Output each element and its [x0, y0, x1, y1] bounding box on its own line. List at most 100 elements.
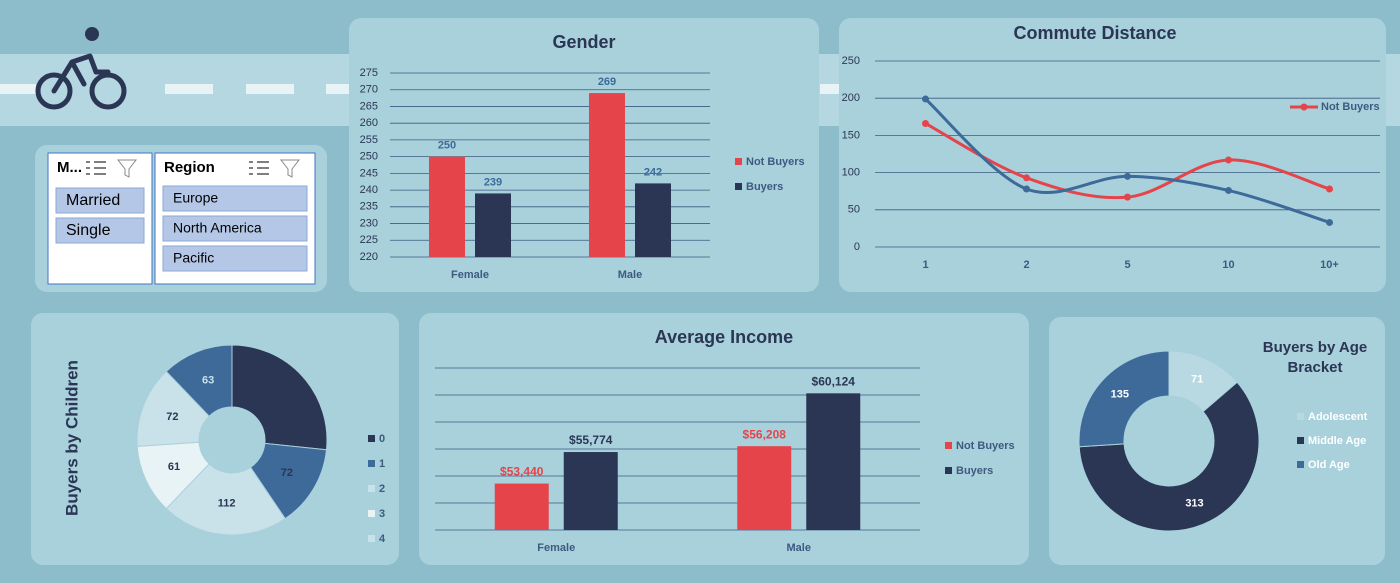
x-tick-label: Male: [618, 269, 642, 281]
legend-label: Buyers: [956, 465, 993, 477]
legend-label: Middle Age: [1308, 435, 1366, 447]
x-tick-label: 5: [1124, 259, 1130, 271]
legend-label: Buyers: [746, 181, 783, 193]
y-tick-label: 225: [360, 234, 378, 246]
value-label: 72: [281, 467, 293, 479]
y-tick-label: 270: [360, 84, 378, 96]
value-label: $55,774: [569, 433, 613, 447]
slicers: M... Married Single Region Europe North Ameri…: [47, 152, 316, 285]
bar: [563, 452, 618, 530]
legend-swatch: [368, 510, 375, 517]
slicer-item-label[interactable]: North America: [173, 220, 262, 236]
donut-slice: [231, 344, 328, 451]
y-tick-label: 235: [360, 201, 378, 213]
point: [1023, 185, 1030, 193]
y-tick-label: 265: [360, 100, 378, 112]
legend-swatch: [368, 535, 375, 542]
legend-label: 3: [379, 508, 385, 520]
legend-label: Not Buyers: [956, 440, 1015, 452]
chart-title: Average Income: [655, 327, 793, 347]
donut-slice: [1078, 350, 1170, 448]
legend-swatch: [945, 467, 952, 474]
x-tick-label: 10: [1222, 259, 1234, 271]
chart-title: Buyers by Age Bracket: [1262, 339, 1368, 376]
value-label: 313: [1185, 497, 1203, 509]
legend-label: Adolescent: [1308, 411, 1368, 423]
multiselect-icon[interactable]: [86, 161, 106, 175]
value-label: 135: [1111, 389, 1129, 401]
road-dashes: [0, 84, 840, 94]
legend-swatch: [945, 442, 952, 449]
donut-slice: [1078, 381, 1260, 532]
y-tick-label: 150: [842, 129, 860, 141]
y-tick-label: 230: [360, 217, 378, 229]
legend-label: 4: [379, 533, 386, 545]
chart-title: Buyers by Children: [62, 360, 81, 516]
value-label: 72: [166, 411, 178, 423]
value-label: 269: [598, 76, 616, 88]
legend-swatch: [1297, 461, 1304, 468]
value-label: 112: [218, 498, 236, 510]
bar: [494, 483, 549, 530]
slicer-title: M...: [57, 159, 82, 176]
x-tick-label: 10+: [1320, 259, 1339, 271]
donut-slice: [165, 463, 286, 536]
y-tick-label: 0: [854, 241, 860, 253]
value-label: 242: [644, 166, 662, 178]
legend-swatch: [1297, 437, 1304, 444]
value-label: $53,440: [500, 465, 544, 479]
x-tick-label: 1: [922, 259, 928, 271]
bar: [475, 193, 511, 257]
slicer-item-label[interactable]: Europe: [173, 190, 218, 206]
chart-title: Commute Distance: [1013, 23, 1176, 43]
legend-swatch: [368, 435, 375, 442]
legend-label: 2: [379, 483, 385, 495]
donut-slice: [165, 344, 233, 417]
legend-label: Not Buyers: [746, 156, 805, 168]
clear-filter-icon[interactable]: [279, 159, 301, 178]
slicer-item-label[interactable]: Single: [66, 222, 111, 239]
point: [1225, 186, 1232, 194]
legend-swatch: [1297, 413, 1304, 420]
legend-swatch: [735, 183, 742, 190]
multiselect-icon[interactable]: [249, 161, 269, 175]
value-label: $60,124: [812, 374, 856, 388]
legend-swatch: [368, 460, 375, 467]
slicer-item[interactable]: [55, 187, 145, 214]
point: [922, 95, 929, 103]
slicer-item-label[interactable]: Pacific: [173, 250, 214, 266]
x-tick-label: Female: [451, 269, 489, 281]
point: [1326, 218, 1333, 226]
clear-filter-icon[interactable]: [116, 159, 138, 178]
y-tick-label: 100: [842, 167, 860, 179]
legend-label: Old Age: [1308, 459, 1350, 471]
point: [1124, 172, 1131, 180]
legend-swatch: [1300, 103, 1308, 111]
bike-icon: [35, 27, 127, 110]
bar: [806, 393, 861, 530]
y-tick-label: 245: [360, 167, 378, 179]
slicer-item[interactable]: [55, 217, 145, 244]
point: [1124, 193, 1131, 201]
point: [1225, 156, 1232, 164]
x-tick-label: 2: [1023, 259, 1029, 271]
legend-swatch: [368, 485, 375, 492]
slicer-item[interactable]: [162, 215, 308, 242]
bar: [589, 93, 625, 257]
bar: [635, 183, 671, 257]
y-tick-label: 260: [360, 117, 378, 129]
legend-label: 1: [379, 458, 385, 470]
slicer-title: Region: [164, 159, 215, 176]
slicer-item[interactable]: [162, 245, 308, 272]
bar: [429, 156, 465, 257]
legend-label: Not Buyers: [1321, 101, 1380, 113]
slicer-item-label[interactable]: Married: [66, 192, 120, 209]
y-tick-label: 255: [360, 134, 378, 146]
y-tick-label: 275: [360, 67, 378, 79]
value-label: 63: [202, 375, 214, 387]
bar: [737, 446, 792, 530]
value-label: 138: [270, 391, 288, 403]
slicer-item[interactable]: [162, 185, 308, 212]
